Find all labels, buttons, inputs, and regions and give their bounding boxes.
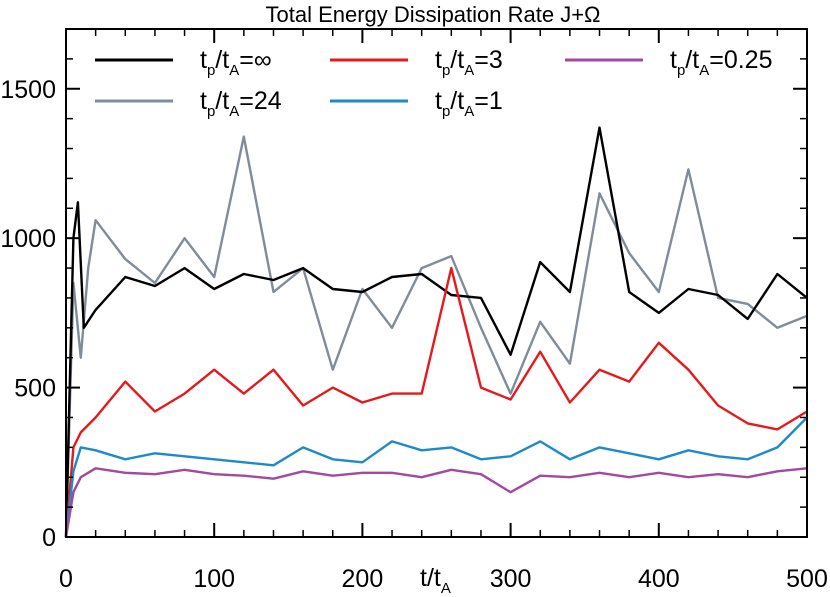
- y-tick-label-3: 1500: [0, 76, 56, 104]
- x-axis-label-sub: A: [441, 580, 451, 597]
- legend-text: =∞: [239, 46, 271, 74]
- legend-text: t: [200, 46, 207, 74]
- x-tick-label-3: 300: [490, 565, 532, 593]
- x-tick-label-1: 100: [193, 565, 235, 593]
- x-axis-label-base: t/t: [420, 564, 441, 592]
- legend-label-2: tp/tA=3: [435, 46, 503, 79]
- x-tick-label-4: 400: [638, 565, 680, 593]
- x-tick-label-0: 0: [59, 565, 73, 593]
- legend-subscript: p: [442, 103, 450, 120]
- legend-subscript: A: [464, 103, 474, 120]
- legend-text: /t: [685, 46, 699, 74]
- legend-subscript: p: [207, 103, 215, 120]
- plot-frame: [65, 28, 808, 538]
- legend-subscript: A: [229, 62, 239, 79]
- y-tick-label-2: 1000: [0, 225, 56, 253]
- x-tick-label-5: 500: [786, 565, 828, 593]
- legend-text: =0.25: [709, 46, 772, 74]
- legend-label-0: tp/tA=∞: [200, 46, 272, 79]
- legend-text: t: [200, 87, 207, 115]
- series-line-2: [64, 266, 808, 538]
- plot-lines: [64, 126, 808, 538]
- legend-text: /t: [215, 87, 229, 115]
- legend-text: t: [435, 46, 442, 74]
- series-line-4: [64, 467, 808, 538]
- legend-text: =24: [239, 87, 282, 115]
- legend-text: /t: [450, 87, 464, 115]
- legend-subscript: p: [207, 62, 215, 79]
- series-line-1: [64, 135, 808, 538]
- chart-title: Total Energy Dissipation Rate J+Ω: [266, 2, 601, 27]
- legend-text: =1: [474, 87, 503, 115]
- legend-text: t: [435, 87, 442, 115]
- y-tick-label-1: 500: [14, 375, 56, 403]
- legend-text: /t: [215, 46, 229, 74]
- legend-subscript: A: [229, 103, 239, 120]
- legend-subscript: A: [464, 62, 474, 79]
- legend-subscript: p: [442, 62, 450, 79]
- legend-label-4: tp/tA=0.25: [670, 46, 772, 79]
- legend-text: =3: [474, 46, 503, 74]
- legend-text: t: [670, 46, 677, 74]
- series-line-0: [64, 126, 808, 538]
- x-tick-label-2: 200: [342, 565, 384, 593]
- series-line-3: [64, 416, 808, 538]
- legend-subscript: A: [699, 62, 709, 79]
- legend-label-1: tp/tA=24: [200, 87, 282, 120]
- axis-ticks: 0 100 200 300 400 500 0 500 1000 1500: [0, 29, 828, 593]
- y-tick-label-0: 0: [42, 524, 56, 552]
- legend-label-3: tp/tA=1: [435, 87, 503, 120]
- legend-subscript: p: [677, 62, 685, 79]
- legend-text: /t: [450, 46, 464, 74]
- x-axis-label: t/tA: [420, 564, 451, 597]
